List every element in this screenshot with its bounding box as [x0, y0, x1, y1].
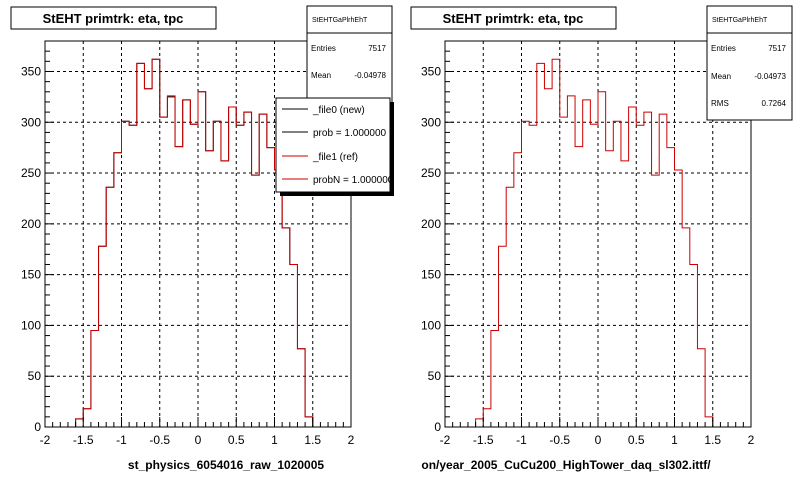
y-tick-label: 350: [21, 64, 41, 78]
y-tick-label: 200: [21, 217, 41, 231]
x-tick-label: -1.5: [473, 433, 494, 447]
histogram-panel-left: -2 -1.5 -1 -0.5 0 0.5 1 1.5 2 0 50 100 150 200 250 300 3…: [10, 5, 394, 472]
x-tick-label: -0.5: [149, 433, 170, 447]
x-tick-label: 2: [748, 433, 755, 447]
x-tick-label: -2: [40, 433, 51, 447]
y-tick-label: 150: [21, 268, 41, 282]
x-tick-label: 1.5: [304, 433, 321, 447]
legend-label-ref: _file1 (ref): [312, 152, 358, 163]
x-tick-label: -1: [116, 433, 127, 447]
stats-box-frame: [706, 5, 793, 121]
stats-entries-value: 7517: [768, 44, 786, 53]
y-tick-label: 300: [421, 115, 441, 129]
axis-ticks: -2 -1.5 -1 -0.5 0 0.5 1 1.5 2 0 50 100 150 200 250 300 3…: [421, 40, 755, 447]
y-tick-label: 50: [28, 369, 42, 383]
y-tick-label: 50: [428, 369, 442, 383]
x-axis-label: st_physics_6054016_raw_1020005: [128, 458, 324, 472]
legend-box: _file0 (new) prob = 1.000000 _file1 (ref…: [275, 97, 394, 196]
histogram-panel-right: -2 -1.5 -1 -0.5 0 0.5 1 1.5 2 0 50 100 150 200 250 300 3…: [400, 0, 800, 480]
stats-entries-value: 7517: [368, 44, 386, 53]
x-tick-label: 1: [671, 433, 678, 447]
y-tick-label: 0: [34, 420, 41, 434]
x-tick-label: -1.5: [73, 433, 94, 447]
stats-mean-value: -0.04978: [354, 71, 386, 80]
stats-header: StEHTGaPlrhEhT: [712, 17, 768, 24]
x-tick-label: 2: [348, 433, 355, 447]
title-box-frame: [410, 6, 617, 30]
stats-rms-value: 0.7264: [762, 99, 787, 108]
y-tick-label: 200: [421, 217, 441, 231]
chart-title: StEHT primtrk: eta, tpc: [43, 11, 184, 26]
x-tick-label: 0.5: [228, 433, 245, 447]
x-tick-label: 0: [595, 433, 602, 447]
legend-frame: [275, 97, 391, 193]
chart-title: StEHT primtrk: eta, tpc: [443, 11, 584, 26]
y-tick-label: 150: [421, 268, 441, 282]
histogram-lines: [445, 58, 751, 428]
axis-ticks: -2 -1.5 -1 -0.5 0 0.5 1 1.5 2 0 50 100 150 200 250 300 3…: [21, 40, 355, 447]
stats-entries-label: Entries: [311, 44, 336, 53]
plot-grid: [445, 41, 751, 427]
stats-mean-label: Mean: [711, 72, 731, 81]
stats-mean-label: Mean: [311, 71, 331, 80]
histogram-lines: [45, 58, 351, 428]
y-tick-label: 250: [21, 166, 41, 180]
stats-rms-label: RMS: [711, 99, 729, 108]
y-tick-label: 350: [421, 64, 441, 78]
stats-entries-label: Entries: [711, 44, 736, 53]
legend-label-new: _file0 (new): [312, 105, 365, 116]
stats-box: StEHTGaPlrhEhT Entries 7517 Mean -0.0497…: [706, 5, 793, 121]
y-tick-label: 100: [21, 318, 41, 332]
stats-header: StEHTGaPlrhEhT: [312, 17, 368, 24]
x-tick-label: 0: [195, 433, 202, 447]
title-box: StEHT primtrk: eta, tpc: [10, 6, 217, 30]
histogram-series: [45, 58, 351, 428]
y-tick-label: 250: [421, 166, 441, 180]
x-tick-label: -2: [440, 433, 451, 447]
x-tick-label: -1: [516, 433, 527, 447]
x-tick-label: 0.5: [628, 433, 645, 447]
title-box-frame: [10, 6, 217, 30]
x-tick-label: 1.5: [704, 433, 721, 447]
y-tick-label: 100: [421, 318, 441, 332]
x-axis-label: on/year_2005_CuCu200_HighTower_daq_sl302…: [421, 458, 711, 472]
title-box: StEHT primtrk: eta, tpc: [410, 6, 617, 30]
y-tick-label: 0: [434, 420, 441, 434]
y-tick-label: 300: [21, 115, 41, 129]
x-tick-label: -0.5: [549, 433, 570, 447]
histogram-series: [445, 58, 751, 428]
legend-label-prob: prob = 1.000000: [313, 128, 387, 139]
x-tick-label: 1: [271, 433, 278, 447]
legend-label-probn: probN = 1.000000: [313, 175, 394, 186]
stats-mean-value: -0.04973: [754, 72, 786, 81]
